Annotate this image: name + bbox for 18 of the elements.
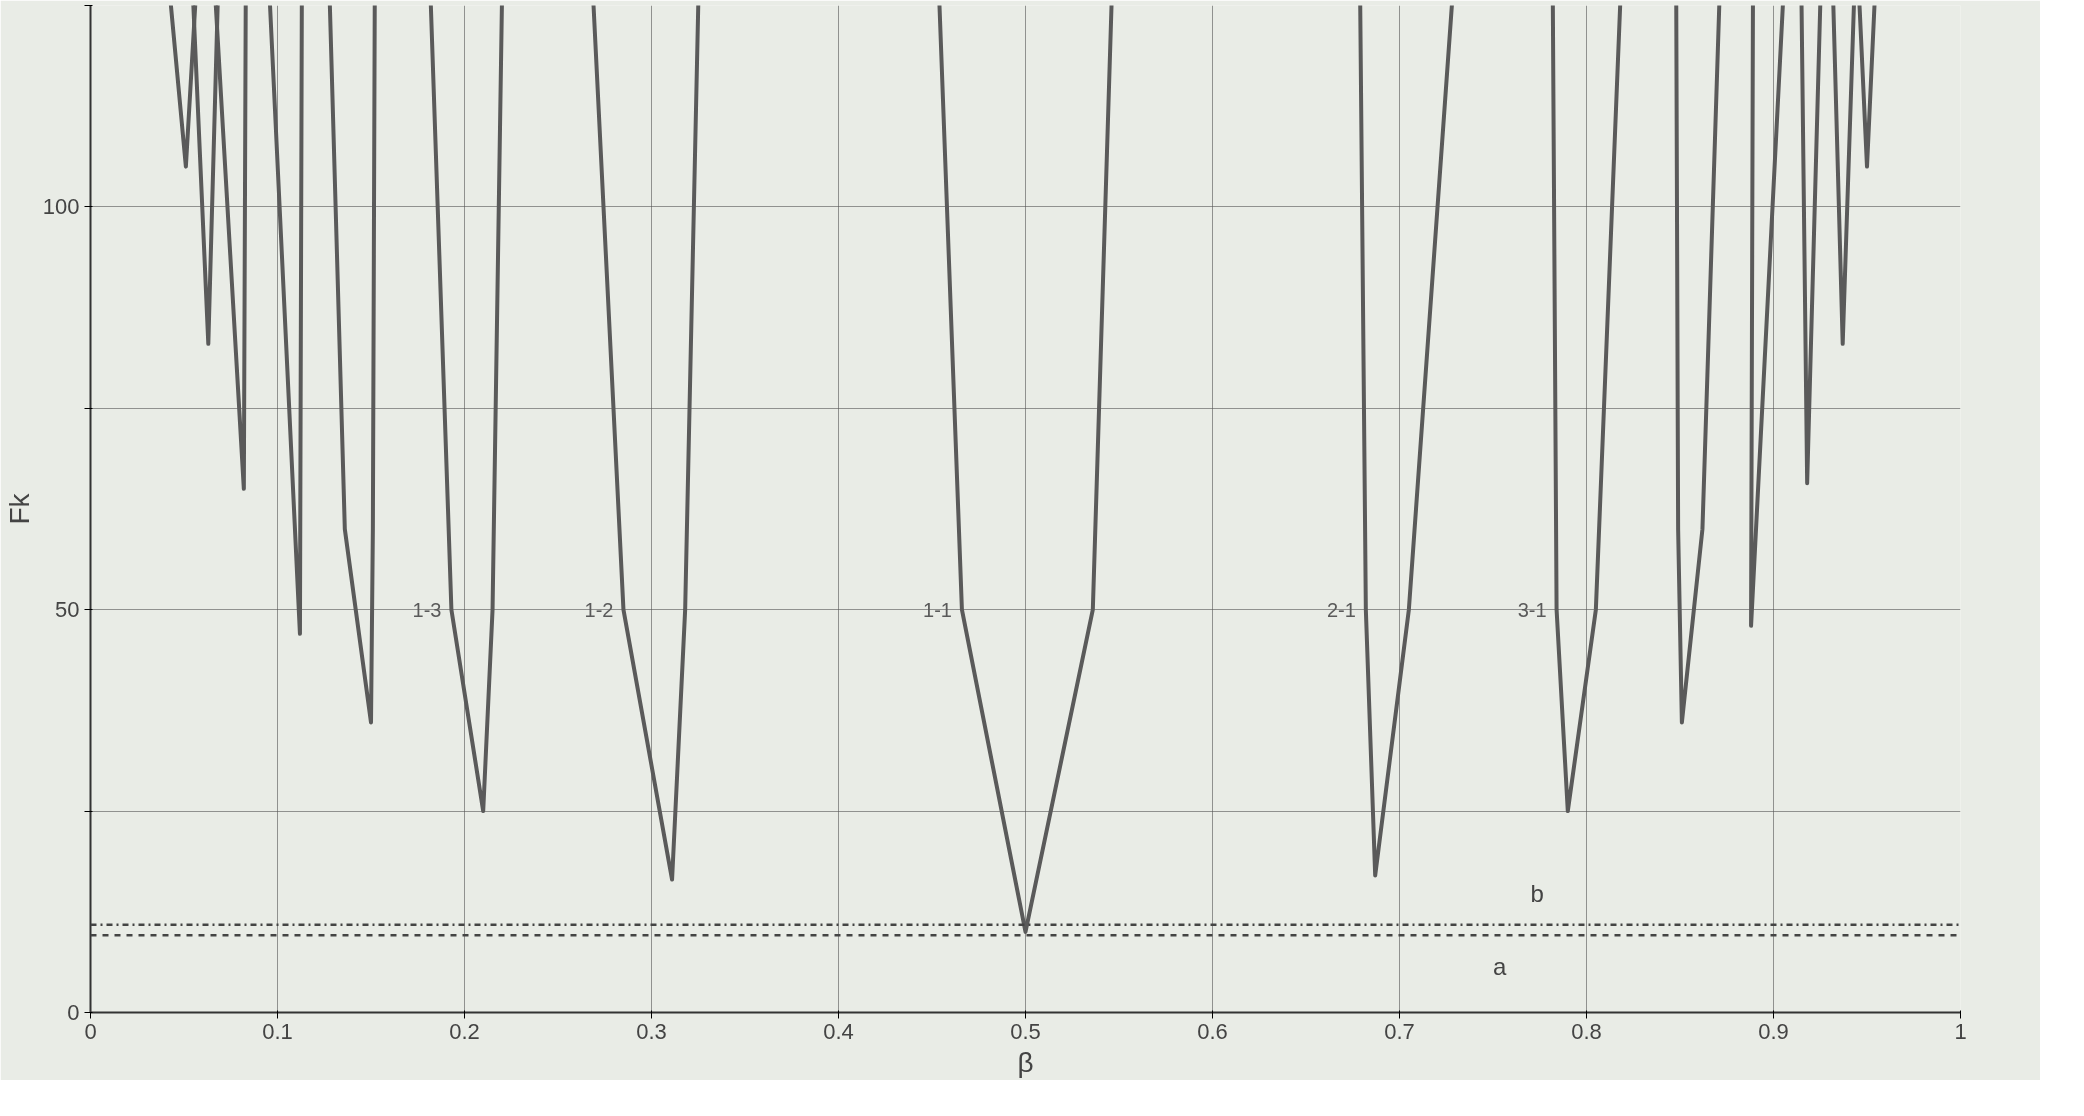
ref-line-label: b — [1530, 879, 1544, 907]
x-tick-label: 0.7 — [1384, 1018, 1415, 1044]
x-tick-label: 0 — [84, 1018, 97, 1044]
x-tick-label: 0.1 — [262, 1018, 293, 1044]
x-tick-label: 0.5 — [1010, 1018, 1041, 1044]
x-tick-label: 0.2 — [449, 1018, 480, 1044]
y-tick-label: 50 — [55, 597, 80, 623]
ref-line-label: a — [1493, 953, 1507, 981]
y-axis-title: Fk — [3, 492, 35, 525]
y-tick-label: 100 — [42, 194, 80, 220]
x-tick-label: 0.8 — [1571, 1018, 1602, 1044]
x-tick-label: 0.6 — [1197, 1018, 1228, 1044]
x-tick-label: 0.9 — [1758, 1018, 1789, 1044]
x-axis-title: β — [1017, 1046, 1034, 1078]
x-tick-label: 1 — [1954, 1018, 1967, 1044]
x-tick-label: 0.4 — [823, 1018, 854, 1044]
y-tick-label: 0 — [67, 1000, 80, 1025]
x-tick-label: 0.3 — [636, 1018, 667, 1044]
